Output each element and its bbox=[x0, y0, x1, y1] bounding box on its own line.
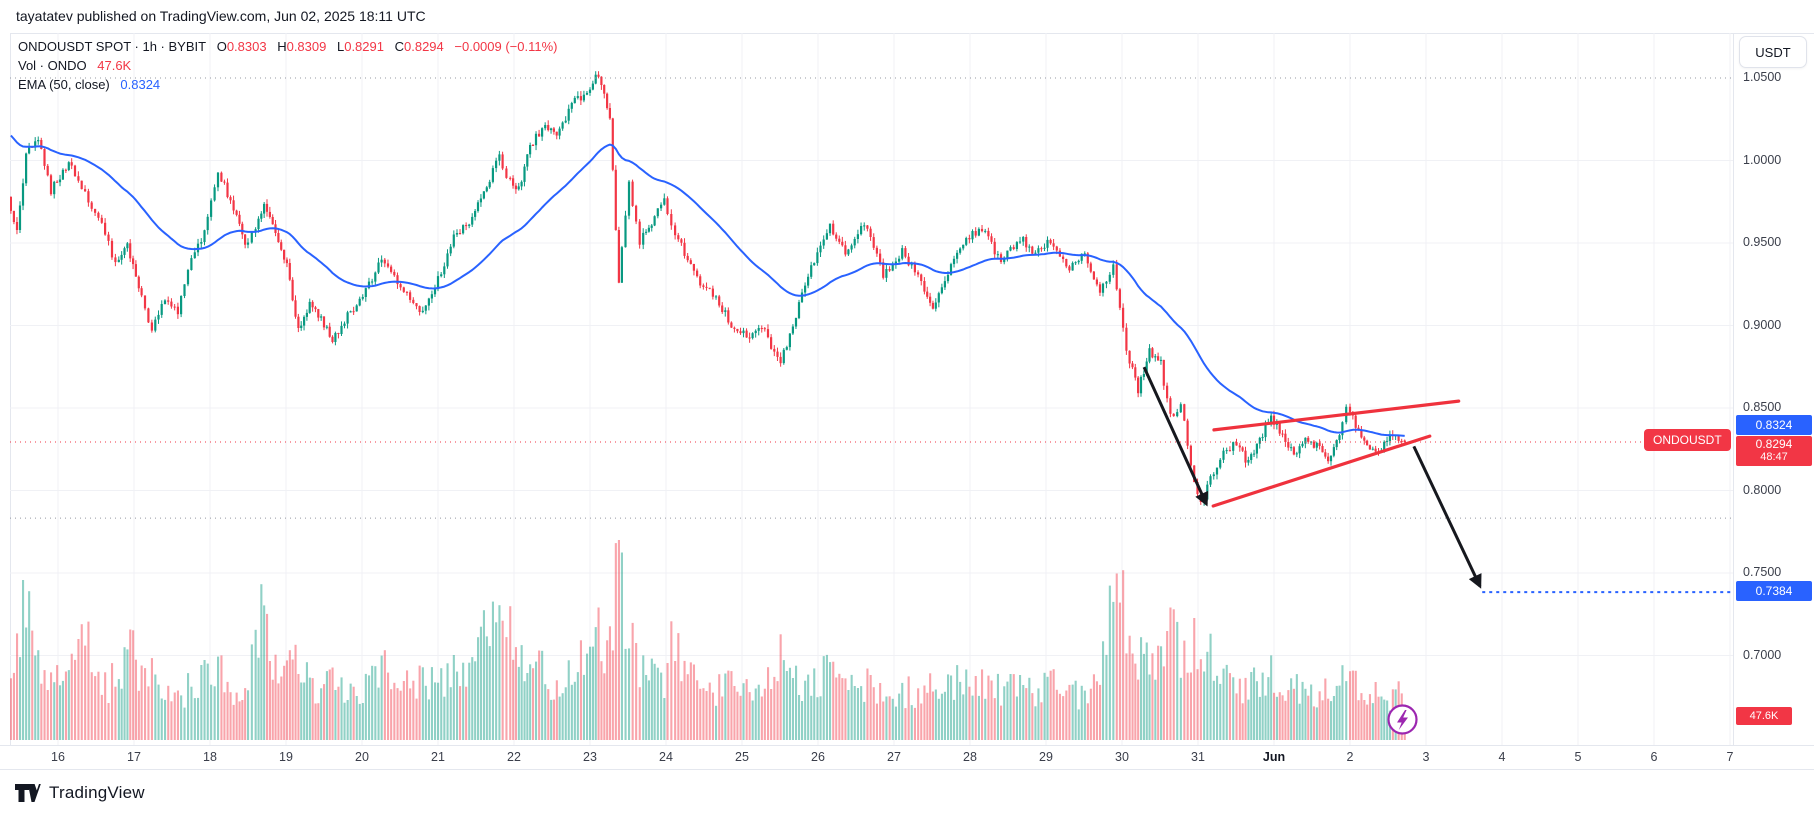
tradingview-glyph-icon bbox=[15, 784, 41, 802]
time-tick-label: 4 bbox=[1498, 750, 1506, 764]
price-tick-label: 0.9500 bbox=[1743, 235, 1782, 249]
ohlc-low-value: 0.8291 bbox=[344, 39, 384, 54]
ohlc-change-value: −0.0009 (−0.11%) bbox=[454, 39, 558, 54]
tradingview-logo[interactable]: TradingView bbox=[14, 780, 145, 806]
time-tick-label: 27 bbox=[887, 750, 901, 764]
lightning-sticker-icon bbox=[1386, 703, 1419, 736]
time-tick-label: 26 bbox=[811, 750, 825, 764]
ohlc-close-key: C bbox=[394, 39, 404, 54]
time-tick-label: 6 bbox=[1650, 750, 1658, 764]
time-tick-label: 3 bbox=[1422, 750, 1430, 764]
last-price-tag: 0.8294 48:47 bbox=[1736, 436, 1812, 466]
price-tick-label: 0.9000 bbox=[1743, 317, 1782, 332]
target-price-tag: 0.7384 bbox=[1736, 581, 1812, 601]
price-tick-label: 0.8500 bbox=[1743, 400, 1782, 414]
volume-layer bbox=[10, 540, 1406, 740]
ema-price-tag: 0.8324 bbox=[1736, 415, 1812, 435]
published-byline: tayatatev published on TradingView.com, … bbox=[16, 8, 426, 24]
time-tick-label: 28 bbox=[963, 750, 977, 764]
breakdown-arrow-2 bbox=[1412, 445, 1482, 589]
volume-axis-tag: 47.6K bbox=[1736, 707, 1792, 725]
time-tick-label: 25 bbox=[735, 750, 749, 764]
pennant-lower bbox=[1211, 434, 1432, 508]
ohlc-close-value: 0.8294 bbox=[404, 39, 444, 54]
ohlc-open-key: O bbox=[216, 39, 227, 54]
time-tick-label: 29 bbox=[1039, 750, 1053, 764]
time-tick-label: 19 bbox=[279, 750, 293, 764]
currency-usdt-button[interactable]: USDT bbox=[1739, 36, 1807, 68]
legend-symbol-row: ONDOUSDT SPOT · 1h · BYBIT O0.8303 H0.83… bbox=[18, 37, 558, 56]
price-tick-label: 1.0000 bbox=[1743, 152, 1782, 167]
time-axis[interactable]: 16 17 18 19 20 21 22 23 24 25 26 27 28 29 30 31 Jun 2 3 4 5 6… bbox=[0, 745, 1740, 769]
price-tick-label: 0.7500 bbox=[1743, 565, 1782, 579]
breakdown-arrow-1 bbox=[1142, 366, 1209, 507]
time-tick-label: 24 bbox=[659, 750, 673, 764]
time-tick-label: 18 bbox=[203, 750, 217, 764]
legend-volume-row: Vol · ONDO 47.6K bbox=[18, 56, 558, 75]
volume-value: 47.6K bbox=[97, 58, 132, 73]
price-tick-label: 1.0500 bbox=[1743, 70, 1782, 84]
chart-legend: ONDOUSDT SPOT · 1h · BYBIT O0.8303 H0.83… bbox=[18, 37, 558, 94]
ema-line bbox=[10, 134, 1405, 437]
chart-frame-bottom bbox=[0, 769, 1814, 770]
time-tick-label: 23 bbox=[583, 750, 597, 764]
time-tick-label: 5 bbox=[1574, 750, 1582, 764]
pennant-upper bbox=[1212, 399, 1461, 432]
time-tick-label: 17 bbox=[127, 750, 141, 764]
last-price-value: 0.8294 bbox=[1755, 437, 1793, 451]
time-tick-label: 30 bbox=[1115, 750, 1129, 764]
time-tick-label: 20 bbox=[355, 750, 369, 764]
legend-ema-row: EMA (50, close) 0.8324 bbox=[18, 75, 558, 94]
ema-value: 0.8324 bbox=[120, 77, 161, 92]
chart-frame-left bbox=[10, 33, 11, 745]
ohlc-open-value: 0.8303 bbox=[226, 39, 267, 54]
ema-label: EMA (50, close) bbox=[18, 77, 110, 92]
ohlc-high-value: 0.8309 bbox=[286, 39, 327, 54]
price-tick-label: 0.7000 bbox=[1743, 647, 1782, 662]
time-tick-label: 2 bbox=[1346, 750, 1354, 764]
time-tick-label: 21 bbox=[431, 750, 445, 764]
time-tick-label: Jun bbox=[1262, 750, 1286, 764]
time-tick-label: 31 bbox=[1191, 750, 1205, 764]
ohlc-high-key: H bbox=[277, 39, 287, 54]
chart-frame-top bbox=[10, 33, 1814, 34]
bar-countdown: 48:47 bbox=[1760, 451, 1788, 463]
time-tick-label: 16 bbox=[51, 750, 65, 764]
candles-layer bbox=[10, 71, 1406, 506]
time-tick-label: 22 bbox=[507, 750, 521, 764]
price-scale-separator bbox=[1733, 33, 1734, 745]
price-tick-label: 0.8000 bbox=[1743, 482, 1782, 497]
volume-label: Vol · ONDO bbox=[18, 58, 87, 73]
tradingview-logo-text: TradingView bbox=[49, 783, 145, 802]
time-scale-separator bbox=[0, 745, 1814, 746]
ohlc-low-key: L bbox=[336, 39, 345, 54]
time-tick-label: 7 bbox=[1726, 750, 1734, 764]
plot-layers bbox=[10, 33, 1733, 745]
symbol-price-flag: ONDOUSDT bbox=[1644, 429, 1731, 451]
symbol-title: ONDOUSDT SPOT · 1h · BYBIT bbox=[18, 39, 207, 54]
